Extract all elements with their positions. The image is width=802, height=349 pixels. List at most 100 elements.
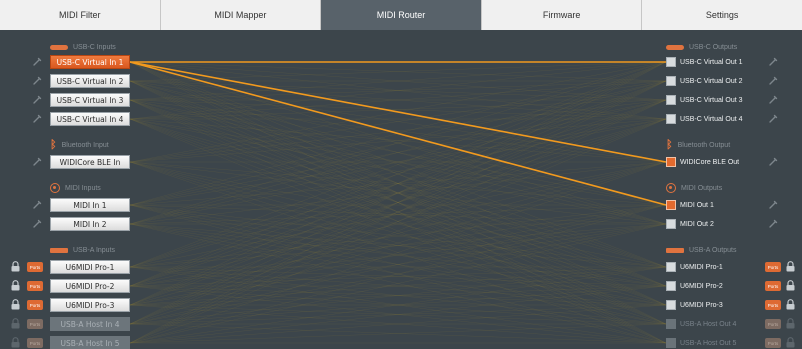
input-usba-host-in-4[interactable]: USB-A Host In 4 — [50, 317, 130, 331]
input-midi-in-1[interactable]: MIDI In 1 — [50, 198, 130, 212]
input-u6midi-pro-2[interactable]: U6MIDI Pro-2 — [50, 279, 130, 293]
route-line-inactive — [129, 99, 667, 287]
output-u6midi-pro-3[interactable]: U6MIDI Pro-3 — [666, 298, 723, 312]
lock-icon[interactable] — [786, 299, 795, 310]
output-checkbox[interactable] — [666, 157, 676, 167]
midi-outputs-header: MIDI Outputs — [666, 182, 722, 194]
pencil-icon[interactable] — [768, 114, 778, 124]
pencil-icon[interactable] — [32, 76, 42, 86]
lock-icon[interactable] — [11, 337, 20, 348]
output-usbc-virtual-out-4[interactable]: USB-C Virtual Out 4 — [666, 112, 743, 126]
input-u6midi-pro-1[interactable]: U6MIDI Pro-1 — [50, 260, 130, 274]
input-usbc-virtual-in-2[interactable]: USB-C Virtual In 2 — [50, 74, 130, 88]
route-line-inactive — [129, 99, 667, 268]
pencil-icon[interactable] — [768, 157, 778, 167]
output-checkbox[interactable] — [666, 262, 676, 272]
output-checkbox[interactable] — [666, 95, 676, 105]
pencil-icon[interactable] — [768, 57, 778, 67]
output-u6midi-pro-1[interactable]: U6MIDI Pro-1 — [666, 260, 723, 274]
lock-icon[interactable] — [11, 299, 20, 310]
ports-button[interactable]: Ports — [27, 281, 43, 291]
output-usbc-virtual-out-2[interactable]: USB-C Virtual Out 2 — [666, 74, 743, 88]
lock-icon[interactable] — [786, 280, 795, 291]
tab-midi-mapper[interactable]: MIDI Mapper — [161, 0, 322, 30]
tab-midi-filter[interactable]: MIDI Filter — [0, 0, 161, 30]
lock-icon[interactable] — [786, 337, 795, 348]
output-checkbox[interactable] — [666, 200, 676, 210]
route-line-inactive — [129, 99, 667, 268]
lock-icon[interactable] — [11, 280, 20, 291]
route-line-inactive — [129, 118, 667, 163]
input-usbc-virtual-in-1[interactable]: USB-C Virtual In 1 — [50, 55, 130, 69]
lock-icon[interactable] — [11, 261, 20, 272]
output-usba-host-out-4[interactable]: USB-A Host Out 4 — [666, 317, 736, 331]
pencil-icon[interactable] — [32, 95, 42, 105]
pencil-icon[interactable] — [32, 114, 42, 124]
tab-midi-router[interactable]: MIDI Router — [321, 0, 482, 30]
route-line-inactive — [129, 204, 667, 325]
tab-firmware[interactable]: Firmware — [482, 0, 643, 30]
route-line-inactive — [129, 118, 667, 287]
output-checkbox[interactable] — [666, 338, 676, 348]
pencil-icon[interactable] — [32, 200, 42, 210]
pencil-icon[interactable] — [32, 57, 42, 67]
output-checkbox[interactable] — [666, 281, 676, 291]
route-line-inactive — [129, 223, 667, 306]
ports-button[interactable]: Ports — [27, 262, 43, 272]
output-checkbox[interactable] — [666, 76, 676, 86]
input-usba-host-in-5[interactable]: USB-A Host In 5 — [50, 336, 130, 349]
active-routes — [129, 61, 667, 206]
input-u6midi-pro-3[interactable]: U6MIDI Pro-3 — [50, 298, 130, 312]
section-label: USB-C Inputs — [73, 43, 116, 51]
route-line-inactive — [129, 99, 667, 163]
route-line-inactive — [129, 99, 667, 344]
route-line-inactive — [129, 266, 667, 344]
ports-button[interactable]: Ports — [765, 281, 781, 291]
ports-button[interactable]: Ports — [27, 338, 43, 348]
pencil-icon[interactable] — [768, 219, 778, 229]
route-line-inactive — [129, 266, 667, 306]
pencil-icon[interactable] — [768, 95, 778, 105]
output-widicore-ble-out[interactable]: WIDICore BLE Out — [666, 155, 739, 169]
input-usbc-virtual-in-4[interactable]: USB-C Virtual In 4 — [50, 112, 130, 126]
route-line-inactive — [129, 118, 667, 344]
output-midi-out-1[interactable]: MIDI Out 1 — [666, 198, 714, 212]
section-label: Bluetooth Output — [677, 141, 731, 149]
usb-c-icon — [666, 44, 684, 50]
output-checkbox[interactable] — [666, 57, 676, 67]
output-usbc-virtual-out-1[interactable]: USB-C Virtual Out 1 — [666, 55, 743, 69]
output-usbc-virtual-out-3[interactable]: USB-C Virtual Out 3 — [666, 93, 743, 107]
lock-icon[interactable] — [11, 318, 20, 329]
route-line-inactive — [129, 161, 667, 344]
input-midi-in-2[interactable]: MIDI In 2 — [50, 217, 130, 231]
section-label: MIDI Outputs — [681, 184, 723, 192]
route-line-inactive — [129, 80, 667, 325]
output-midi-out-2[interactable]: MIDI Out 2 — [666, 217, 714, 231]
ports-button[interactable]: Ports — [765, 262, 781, 272]
lock-icon[interactable] — [786, 318, 795, 329]
lock-icon[interactable] — [786, 261, 795, 272]
ports-button[interactable]: Ports — [27, 300, 43, 310]
route-line-inactive — [129, 161, 667, 287]
ports-button[interactable]: Ports — [765, 300, 781, 310]
pencil-icon[interactable] — [32, 219, 42, 229]
ports-button[interactable]: Ports — [765, 338, 781, 348]
pencil-icon[interactable] — [768, 76, 778, 86]
output-checkbox[interactable] — [666, 114, 676, 124]
route-line-inactive — [129, 204, 667, 287]
route-line-inactive — [129, 223, 667, 344]
pencil-icon[interactable] — [768, 200, 778, 210]
route-line-inactive — [129, 204, 667, 268]
output-checkbox[interactable] — [666, 319, 676, 329]
output-checkbox[interactable] — [666, 219, 676, 229]
route-line-inactive — [129, 99, 667, 206]
ports-button[interactable]: Ports — [765, 319, 781, 329]
input-usbc-virtual-in-3[interactable]: USB-C Virtual In 3 — [50, 93, 130, 107]
output-checkbox[interactable] — [666, 300, 676, 310]
input-widicore-ble-in[interactable]: WIDICore BLE In — [50, 155, 130, 169]
tab-settings[interactable]: Settings — [705, 10, 739, 20]
pencil-icon[interactable] — [32, 157, 42, 167]
output-u6midi-pro-2[interactable]: U6MIDI Pro-2 — [666, 279, 723, 293]
output-usba-host-out-5[interactable]: USB-A Host Out 5 — [666, 336, 736, 349]
ports-button[interactable]: Ports — [27, 319, 43, 329]
